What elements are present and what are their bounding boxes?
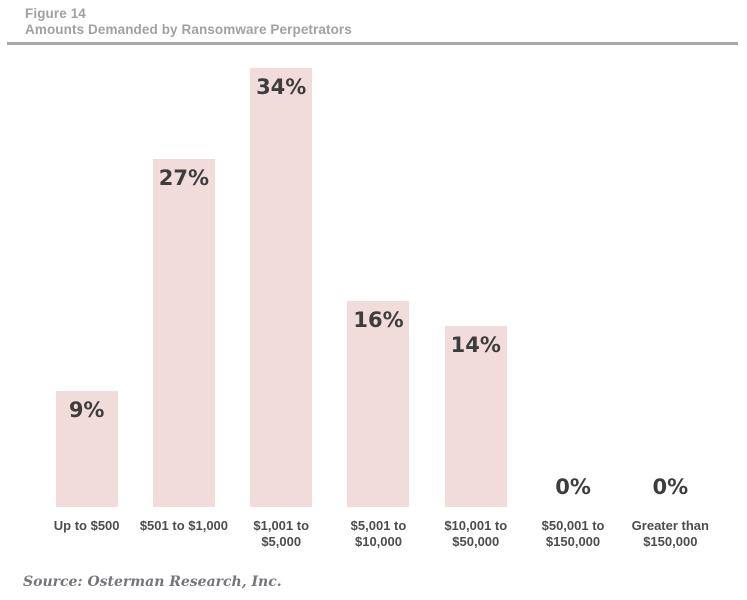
- category-label-3: $1,001 to $5,000: [233, 518, 330, 550]
- category-label-text: $5,001 to $10,000: [350, 518, 407, 549]
- bar-column-2: 27%: [135, 62, 232, 507]
- bar-chart: 9% 27% 34% 16% 14% 0% 0% Up to $500 $501 to $1,…: [38, 62, 719, 550]
- value-label-6: 0%: [555, 475, 591, 499]
- category-label-2: $501 to $1,000: [135, 518, 232, 550]
- value-label-1: 9%: [68, 398, 105, 422]
- value-label-5: 14%: [450, 333, 501, 357]
- category-label-5: $10,001 to $50,000: [427, 518, 524, 550]
- category-label-7: Greater than $150,000: [622, 518, 719, 550]
- bar-column-7: 0%: [622, 62, 719, 507]
- chart-plot-area: 9% 27% 34% 16% 14% 0% 0%: [38, 62, 719, 507]
- category-label-text: $1,001 to $5,000: [253, 518, 310, 549]
- header-rule: [7, 42, 738, 45]
- value-label-3: 34%: [256, 75, 307, 99]
- category-label-text: $50,001 to $150,000: [541, 518, 605, 549]
- category-label-1: Up to $500: [38, 518, 135, 550]
- figure-title: Amounts Demanded by Ransomware Perpetrat…: [25, 22, 352, 37]
- category-label-4: $5,001 to $10,000: [330, 518, 427, 550]
- figure-header: Figure 14 Amounts Demanded by Ransomware…: [0, 6, 747, 38]
- bar-5: 14%: [444, 326, 507, 507]
- source-note: Source: Osterman Research, Inc.: [23, 574, 282, 590]
- category-axis: Up to $500 $501 to $1,000 $1,001 to $5,000…: [38, 518, 719, 550]
- bar-4: 16%: [347, 301, 410, 507]
- bar-column-3: 34%: [233, 62, 330, 507]
- figure-number: Figure 14: [25, 6, 86, 21]
- category-label-text: $10,001 to $50,000: [444, 518, 508, 549]
- category-label-text: Greater than $150,000: [631, 518, 709, 549]
- bar-column-5: 14%: [427, 62, 524, 507]
- category-label-text: $501 to $1,000: [139, 518, 229, 533]
- bar-column-6: 0%: [524, 62, 621, 507]
- bar-1: 9%: [55, 391, 118, 507]
- bar-column-4: 16%: [330, 62, 427, 507]
- value-label-7: 0%: [652, 475, 689, 499]
- value-label-2: 27%: [158, 166, 210, 190]
- bar-3: 34%: [250, 68, 313, 507]
- category-label-6: $50,001 to $150,000: [524, 518, 621, 550]
- bar-column-1: 9%: [38, 62, 135, 507]
- category-label-text: Up to $500: [53, 518, 120, 533]
- value-label-4: 16%: [353, 308, 404, 332]
- bar-2: 27%: [152, 159, 215, 507]
